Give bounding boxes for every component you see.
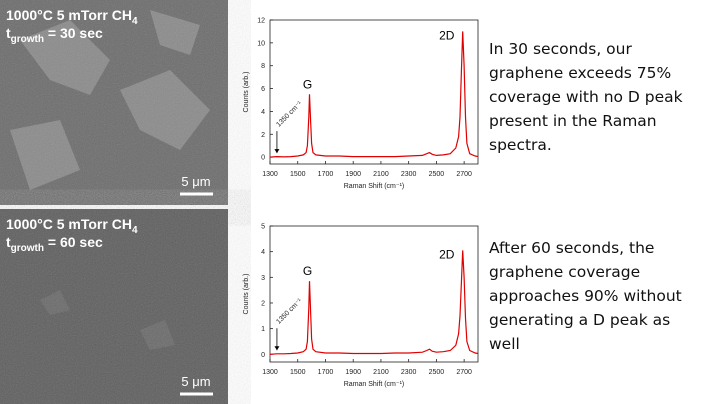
y-tick-label: 5	[261, 224, 265, 231]
y-tick-label: 2	[261, 300, 265, 307]
condition-sub: 4	[132, 16, 138, 27]
y-tick-label: 0	[261, 155, 265, 162]
x-tick-label: 1900	[345, 369, 361, 376]
x-axis-label: Raman Shift (cm⁻¹)	[344, 183, 404, 190]
peak-label: 2D	[439, 28, 455, 42]
arrow-head	[274, 149, 279, 153]
x-tick-label: 2500	[429, 171, 445, 178]
x-axis-label: Raman Shift (cm⁻¹)	[344, 381, 404, 388]
x-tick-label: 1700	[318, 171, 334, 178]
y-tick-label: 1	[261, 326, 265, 333]
time-sub: growth	[11, 243, 44, 254]
x-tick-label: 2700	[456, 369, 472, 376]
y-tick-label: 12	[257, 18, 265, 25]
x-tick-label: 1500	[290, 369, 306, 376]
y-tick-label: 0	[261, 352, 265, 359]
x-tick-label: 1900	[345, 171, 361, 178]
arrow-label: 1350 cm⁻¹	[275, 297, 304, 326]
peak-label: 2D	[439, 247, 455, 261]
y-axis-label: Counts (arb.)	[243, 274, 250, 315]
x-tick-label: 2300	[401, 171, 417, 178]
slide: 1000°C 5 mTorr CH4 tgrowth = 30 sec 5 μm…	[0, 0, 707, 404]
x-tick-label: 1700	[318, 369, 334, 376]
x-tick-label: 1300	[262, 369, 278, 376]
y-tick-label: 8	[261, 63, 265, 70]
spectrum-line	[270, 31, 478, 157]
x-tick-label: 2100	[373, 171, 389, 178]
time-value: = 30 sec	[44, 25, 103, 41]
y-tick-label: 4	[261, 109, 265, 116]
scale-bar-label: 5 μm	[181, 174, 210, 189]
y-tick-label: 2	[261, 132, 265, 139]
x-tick-label: 2100	[373, 369, 389, 376]
y-tick-label: 10	[257, 40, 265, 47]
caption: In 30 seconds, our graphene exceeds 75% …	[489, 37, 704, 157]
arrow-label: 1350 cm⁻¹	[275, 100, 304, 129]
peak-label: G	[303, 77, 312, 91]
condition-text: 1000°C 5 mTorr CH	[6, 7, 132, 23]
condition-sub: 4	[132, 225, 138, 236]
condition-text: 1000°C 5 mTorr CH	[6, 216, 132, 232]
arrow-head	[274, 346, 279, 350]
peak-label: G	[303, 264, 312, 278]
x-tick-label: 2700	[456, 171, 472, 178]
y-tick-label: 6	[261, 86, 265, 93]
x-tick-label: 1300	[262, 171, 278, 178]
y-tick-label: 3	[261, 275, 265, 282]
caption: After 60 seconds, the graphene coverage …	[489, 236, 704, 356]
y-tick-label: 4	[261, 249, 265, 256]
x-tick-label: 2300	[401, 369, 417, 376]
y-axis-label: Counts (arb.)	[243, 72, 250, 113]
time-sub: growth	[11, 34, 44, 45]
scale-bar-label: 5 μm	[181, 374, 210, 389]
x-tick-label: 1500	[290, 171, 306, 178]
time-value: = 60 sec	[44, 234, 103, 250]
x-tick-label: 2500	[429, 369, 445, 376]
